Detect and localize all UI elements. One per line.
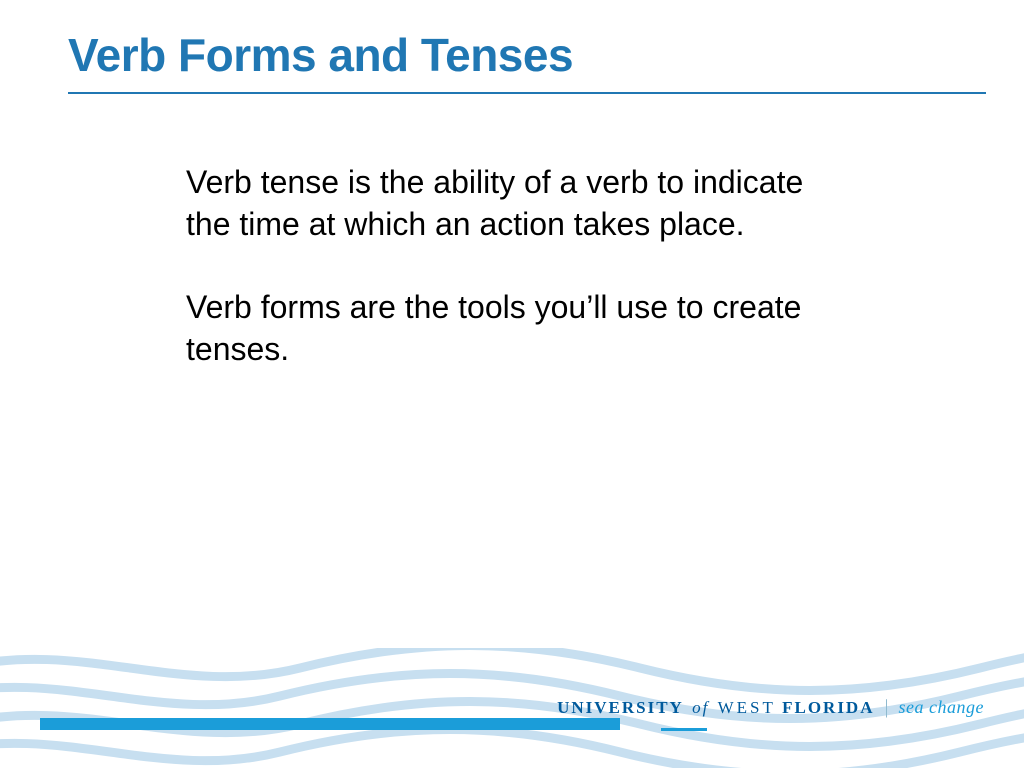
footer-brand: UNIVERSITY of WEST FLORIDA | sea change	[557, 696, 984, 736]
title-underline	[68, 92, 986, 94]
brand-underline	[661, 728, 707, 731]
slide-title: Verb Forms and Tenses	[68, 28, 573, 82]
brand-word-of: of	[692, 698, 709, 717]
brand-wordmark: UNIVERSITY of WEST FLORIDA	[557, 698, 874, 736]
brand-word-west: WEST	[718, 698, 776, 717]
body-paragraph: Verb tense is the ability of a verb to i…	[186, 162, 826, 245]
body-paragraph: Verb forms are the tools you’ll use to c…	[186, 287, 826, 370]
slide: Verb Forms and Tenses Verb tense is the …	[0, 0, 1024, 768]
brand-separator: |	[885, 696, 889, 719]
brand-word-florida: FLORIDA	[782, 698, 874, 717]
slide-body: Verb tense is the ability of a verb to i…	[186, 162, 826, 370]
footer-accent-bar	[40, 718, 620, 730]
brand-word-university: UNIVERSITY	[557, 698, 684, 717]
brand-tagline: sea change	[899, 697, 984, 718]
